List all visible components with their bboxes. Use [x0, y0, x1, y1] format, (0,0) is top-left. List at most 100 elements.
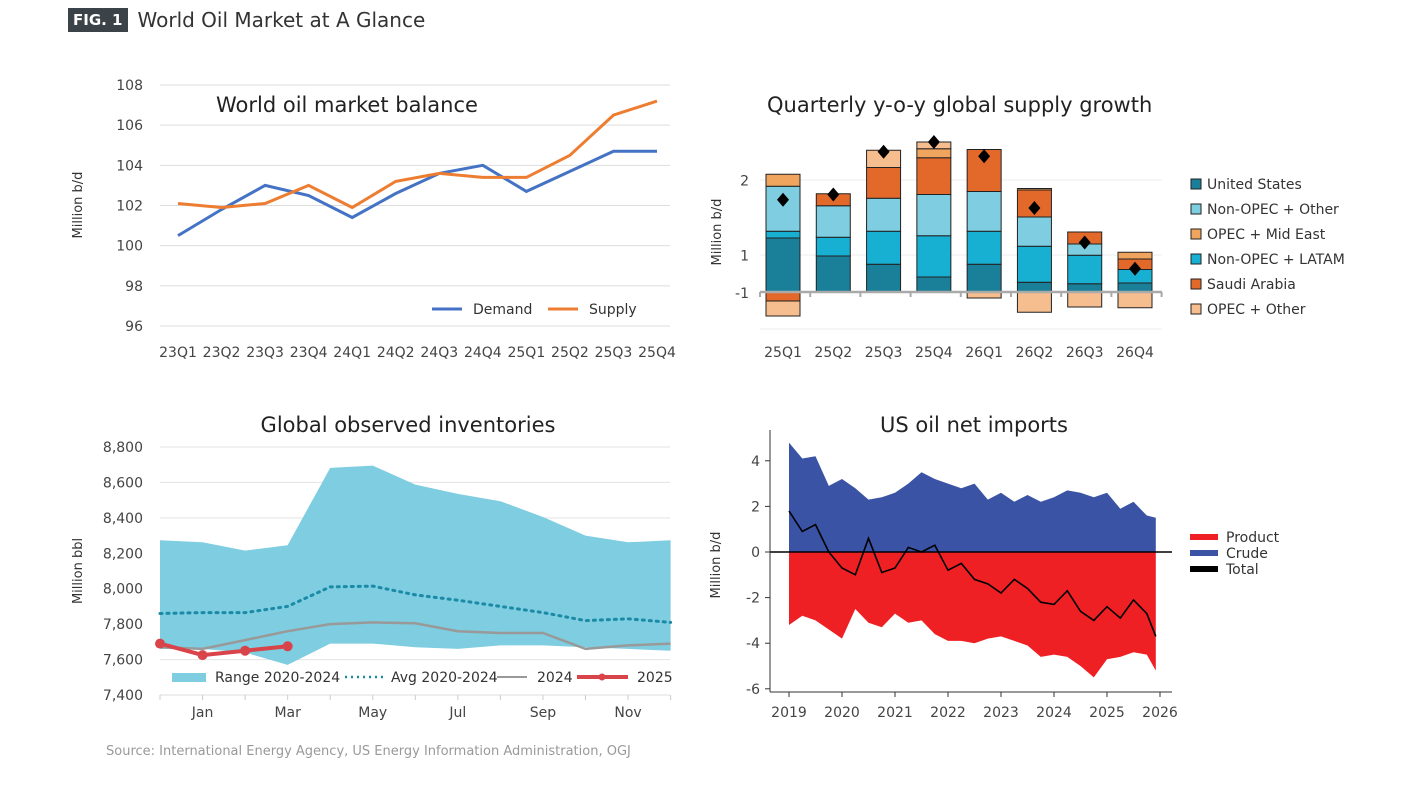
y-tick-label: 104 [116, 158, 143, 174]
y-tick-label: 108 [116, 78, 143, 94]
chart-title: Quarterly y-o-y global supply growth [767, 93, 1152, 117]
x-tick-label: 26Q3 [1066, 345, 1104, 361]
x-tick-label: 23Q1 [159, 345, 197, 361]
legend-label: OPEC + Other [1207, 302, 1306, 318]
legend-swatch [1190, 253, 1202, 265]
y-axis-label: Million bbl [71, 538, 86, 604]
x-tick-label: 25Q3 [865, 345, 903, 361]
bar-segment [916, 194, 952, 237]
bar-segment [966, 191, 1002, 232]
x-tick-label: 2020 [824, 705, 860, 721]
figure-badge: FIG. 1 [68, 8, 128, 32]
x-tick-label: Sep [530, 705, 557, 721]
x-tick-label: 25Q4 [915, 345, 953, 361]
line-2025 [159, 641, 288, 658]
x-tick-label: 2023 [983, 705, 1019, 721]
legend-label: Crude [1226, 546, 1268, 562]
y-tick-label: 8,600 [103, 475, 143, 491]
y-tick-label: 106 [116, 118, 143, 134]
total-marker [877, 144, 890, 159]
legend-swatch [1190, 278, 1202, 290]
x-tick-label: 26Q2 [1016, 345, 1054, 361]
y-tick-label: 1 [740, 249, 749, 265]
product-area [789, 552, 1156, 678]
x-tick-label: 2022 [930, 705, 966, 721]
bar-segment [966, 263, 1002, 293]
x-tick-label: 24Q2 [377, 345, 415, 361]
data-point-2025 [240, 645, 251, 656]
y-tick-label: 8,200 [103, 546, 143, 562]
legend-swatch [1190, 178, 1202, 190]
bar-segment [1067, 254, 1103, 285]
bar-segment [765, 173, 801, 187]
legend-label: United States [1207, 177, 1302, 193]
x-tick-label: 2026 [1142, 705, 1178, 721]
legend-label: Saudi Arabia [1207, 277, 1296, 293]
source-note: Source: International Energy Agency, US … [106, 744, 631, 759]
legend-label: Non-OPEC + LATAM [1207, 252, 1345, 268]
bar-segment [1117, 291, 1153, 309]
bar-segment [866, 263, 902, 293]
x-tick-label: Nov [614, 705, 641, 721]
chart-inventories [155, 446, 673, 700]
y-tick-label: 8,400 [103, 511, 143, 527]
total-marker [1078, 235, 1091, 250]
figure-header: FIG. 1 World Oil Market at A Glance [68, 7, 425, 33]
data-point-2025 [155, 638, 165, 649]
series-line-demand [177, 149, 657, 237]
x-tick-label: 2021 [877, 705, 913, 721]
bar-segment [1117, 282, 1153, 293]
bar-segment [1016, 245, 1052, 283]
y-tick-label: 102 [116, 199, 143, 215]
y-tick-label: 100 [116, 239, 143, 255]
x-tick-label: 23Q3 [246, 345, 284, 361]
legend-label: Demand [473, 302, 532, 318]
y-tick-label: 7,600 [103, 653, 143, 669]
x-tick-label: May [358, 705, 387, 721]
x-tick-label: 2024 [1036, 705, 1072, 721]
x-tick-label: Jan [191, 705, 214, 721]
x-tick-label: Jul [448, 705, 466, 721]
x-tick-label: 24Q3 [420, 345, 458, 361]
total-marker [827, 187, 840, 202]
chart-market-balance [160, 84, 670, 327]
legend-swatch [1190, 566, 1218, 572]
legend-label: Product [1226, 530, 1280, 546]
y-tick-label: 0 [751, 545, 760, 561]
bar-segment [866, 230, 902, 265]
x-tick-label: 23Q2 [203, 345, 241, 361]
legend-swatch [1190, 228, 1202, 240]
x-tick-label: 25Q2 [551, 345, 589, 361]
data-point-2025 [282, 641, 293, 652]
range-area [160, 465, 671, 665]
line-2024 [159, 621, 671, 651]
y-tick-label: 8,800 [103, 440, 143, 456]
y-tick-label: 2 [751, 499, 760, 515]
legend-swatch [1190, 534, 1218, 540]
chart-us-net-imports [765, 430, 1218, 697]
bar-segment [1016, 216, 1052, 247]
x-tick-label: 2019 [771, 705, 807, 721]
y-tick-label: -4 [746, 636, 760, 652]
y-tick-label: 7,800 [103, 617, 143, 633]
bar-segment [1016, 281, 1052, 293]
legend-label: 2025 [637, 670, 673, 686]
total-marker [978, 149, 991, 164]
bar-segment [866, 197, 902, 232]
chart-title: Global observed inventories [261, 413, 556, 437]
x-tick-label: 2025 [1089, 705, 1125, 721]
x-tick-label: Mar [274, 705, 301, 721]
bar-segment [765, 300, 801, 317]
chart-title: US oil net imports [880, 413, 1068, 437]
total-marker [777, 192, 789, 207]
bar-segment [1016, 188, 1052, 191]
figure-title: World Oil Market at A Glance [137, 8, 426, 32]
avg-line [158, 584, 673, 624]
bar-segment [916, 157, 952, 195]
data-point-2025 [197, 650, 208, 661]
bar-segment [1117, 251, 1153, 260]
legend-label: Avg 2020-2024 [391, 670, 498, 686]
legend-label: 2024 [537, 670, 573, 686]
bar-segment [866, 167, 902, 199]
